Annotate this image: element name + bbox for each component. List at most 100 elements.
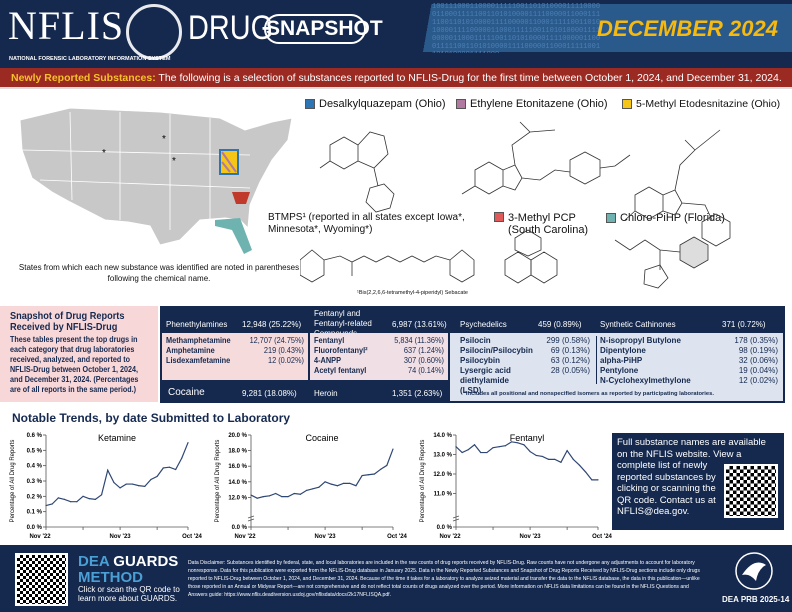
substance-name: Chloro-PiHP (Florida)	[620, 212, 725, 224]
data-point	[305, 489, 308, 491]
logo-drug: DRUG	[188, 9, 274, 47]
data-point	[131, 483, 134, 485]
drug-name: Lisdexamfetamine	[166, 356, 231, 365]
data-point	[480, 451, 482, 454]
y-tick-label: 0.2 %	[27, 494, 43, 500]
drug-name: Fentanyl	[314, 336, 345, 345]
data-point	[330, 483, 332, 485]
category-name: Synthetic Cathinones	[600, 320, 676, 329]
data-point	[293, 492, 295, 495]
panel-fentanyl: Fentanyl 5,834 (11.36%) Fluorofentanyl² 63…	[310, 333, 448, 380]
info-end: .	[686, 506, 690, 517]
substance-ethylene-etonitazene: Ethylene Etonitazene (Ohio)	[456, 98, 608, 110]
y-tick-label: 14.0 %	[228, 480, 247, 486]
y-tick-label: 20.0 %	[228, 433, 247, 439]
chart-title: Ketamine	[98, 433, 136, 443]
y-tick-label: 0.0 %	[437, 525, 453, 531]
drug-name: N-Cyclohexylmethylone	[600, 376, 691, 385]
data-point	[455, 446, 457, 448]
structure-chloro-pihp	[614, 236, 709, 289]
y-axis-label: Percentage of All Drug Reports	[420, 440, 426, 523]
data-point	[175, 468, 177, 471]
y-tick-label: 0.5 %	[27, 448, 43, 454]
structure-desalkylquazepam	[319, 131, 395, 213]
x-tick-label: Nov '22	[439, 534, 461, 540]
table-row: Dipentylone 98 (0.19%)	[600, 346, 778, 356]
data-point	[94, 498, 96, 500]
guards-word: GUARDS	[113, 553, 179, 570]
data-point	[138, 485, 140, 487]
drug-count: 74 (0.14%)	[407, 366, 444, 375]
trend-charts: Ketamine Percentage of All Drug Reports 0.…	[10, 433, 612, 540]
data-point	[281, 496, 283, 498]
binary-decoration: 1001110001100001111100110101000011110000…	[432, 3, 601, 53]
drug-count: 98 (0.19%)	[738, 346, 778, 355]
data-point	[461, 451, 463, 454]
us-map: * * *	[19, 107, 293, 254]
panel-phenethylamines: Methamphetamine 12,707 (24.75%) Amphetami…	[162, 333, 308, 380]
drug-name: Lysergic acid diethylamide (LSD)	[460, 366, 511, 395]
data-point	[162, 467, 164, 469]
data-point	[566, 450, 568, 452]
data-point	[510, 441, 513, 443]
x-tick-label: Oct '24	[592, 534, 612, 540]
email-link[interactable]: NFLIS@dea.gov	[617, 506, 687, 517]
substances-qr-code[interactable]	[724, 464, 778, 518]
issue-date: DECEMBER 2024	[597, 16, 778, 41]
data-point	[554, 458, 556, 460]
y-tick-label: 0.0 %	[232, 525, 248, 531]
data-point	[187, 442, 189, 444]
chart-title: Fentanyl	[510, 433, 545, 443]
y-tick-label: 0.3 %	[27, 479, 43, 485]
guards-qr-code[interactable]	[15, 553, 68, 606]
drug-name: Psilocybin	[460, 356, 501, 365]
data-point	[82, 495, 84, 497]
substance-name: 5-Methyl Etodesnitazine (Ohio)	[636, 98, 781, 110]
category-total: 371 (0.72%)	[722, 320, 766, 329]
panel-psychedelics: Psilocin 299 (0.58%) Psilocin/Psilocybin 6…	[460, 336, 590, 396]
drug-name: Psilocin/Psilocybin	[460, 346, 533, 355]
qa-guide-link[interactable]: https://www.nflis.deadiversion.usdoj.gov…	[224, 592, 390, 598]
color-swatch	[305, 99, 315, 109]
series-line	[45, 442, 189, 507]
drug-count: 69 (0.13%)	[550, 346, 590, 355]
drug-count: 12,707 (24.75%)	[249, 336, 304, 345]
data-point	[45, 504, 47, 507]
structure-3-methyl-pcp	[504, 229, 558, 284]
data-point	[88, 498, 90, 500]
data-point	[63, 498, 66, 500]
category-total: 12,948 (25.22%)	[242, 320, 302, 329]
date-band	[395, 4, 792, 52]
data-point	[125, 483, 127, 485]
drug-name: Psilocin	[460, 336, 491, 345]
drug-name: Methamphetamine	[166, 336, 231, 345]
table-row: Psilocin/Psilocybin 69 (0.13%)	[460, 346, 590, 356]
data-point	[100, 494, 103, 496]
table-row: 4-ANPP 307 (0.60%)	[314, 356, 444, 366]
data-point	[287, 496, 289, 498]
x-tick-label: Nov '23	[315, 534, 337, 540]
data-point	[597, 479, 599, 481]
guards-method: METHOD	[78, 569, 143, 586]
x-tick-label: Nov '23	[110, 534, 132, 540]
table-row: Pentylone 19 (0.04%)	[600, 366, 778, 376]
data-point	[275, 492, 277, 495]
table-row: Psilocybin 63 (0.12%)	[460, 356, 590, 366]
data-point	[467, 449, 469, 451]
heroin-total: 1,351 (2.63%)	[392, 389, 443, 398]
data-point	[256, 497, 258, 499]
color-swatch	[622, 99, 632, 109]
logo-subtitle: NATIONAL FORENSIC LABORATORY INFORMATION…	[9, 56, 171, 62]
data-point	[76, 501, 78, 503]
table-row: Lysergic acid diethylamide (LSD) 28 (0.05…	[460, 366, 590, 396]
data-point	[392, 448, 394, 450]
data-point	[119, 487, 121, 489]
x-tick-label: Nov '22	[29, 534, 51, 540]
drug-count: 28 (0.05%)	[550, 366, 590, 375]
data-point	[591, 479, 593, 481]
snapshot-intro: Snapshot of Drug Reports Received by NFL…	[0, 306, 158, 402]
table-row: Fentanyl 5,834 (11.36%)	[314, 336, 444, 346]
data-point	[560, 461, 562, 463]
data-point	[343, 482, 345, 484]
drug-count: 32 (0.06%)	[738, 356, 778, 365]
